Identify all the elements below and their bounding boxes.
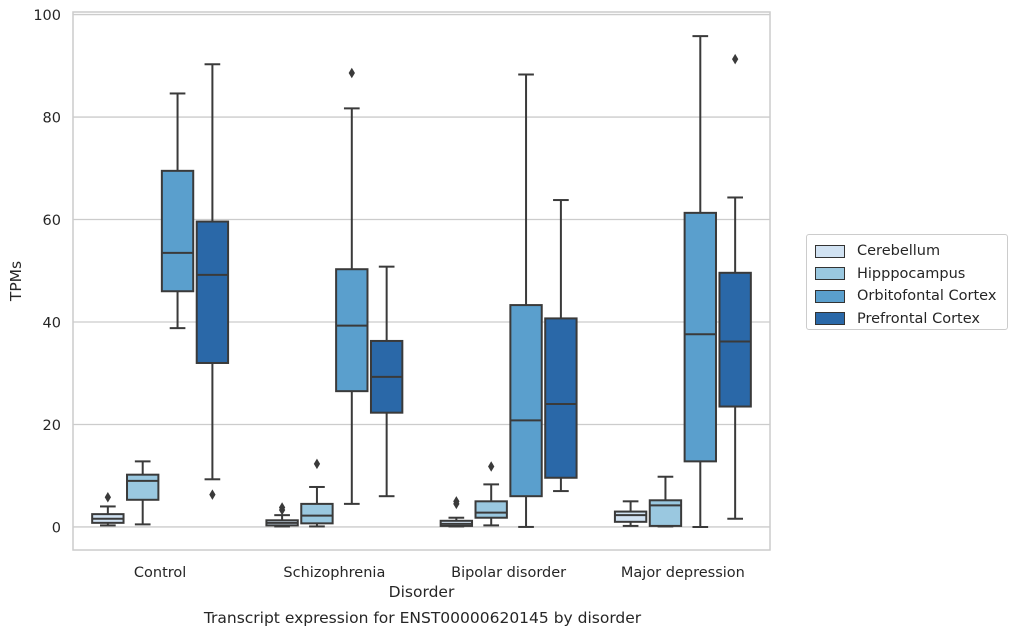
- outlier-point: [488, 461, 495, 472]
- legend-swatch: [815, 312, 845, 326]
- box: [718, 271, 752, 408]
- box-group: [544, 199, 578, 493]
- legend-item: Cerebellum: [815, 240, 999, 263]
- box-group: [126, 460, 160, 526]
- box: [160, 169, 195, 293]
- chart-caption: Transcript expression for ENST0000062014…: [203, 609, 642, 627]
- legend-label: Hipppocampus: [857, 265, 966, 282]
- box-group: [91, 491, 125, 527]
- y-tick-labels: 0 20 40 60 80 100: [33, 8, 61, 536]
- legend-item: Prefrontal Cortex: [815, 308, 999, 331]
- box-group: [439, 496, 474, 528]
- legend: Cerebellum Hipppocampus Orbitofontal Corte…: [806, 234, 1008, 330]
- x-tick-label: Major depression: [621, 565, 745, 581]
- legend-item: Orbitofontal Cortex: [815, 285, 999, 308]
- box-group: [335, 67, 369, 505]
- legend-swatch: [815, 267, 845, 281]
- y-tick-label: 100: [33, 8, 61, 24]
- box: [335, 268, 369, 393]
- box-group: [160, 92, 195, 330]
- legend-swatch: [815, 244, 845, 258]
- y-tick-label: 0: [52, 520, 61, 536]
- x-axis-label: Disorder: [389, 583, 455, 601]
- box-group: [474, 461, 508, 527]
- outlier-point: [278, 502, 286, 513]
- x-tick-label: Bipolar disorder: [451, 565, 566, 581]
- box-group: [509, 73, 543, 528]
- box: [300, 502, 334, 525]
- y-tick-label: 60: [43, 213, 61, 229]
- legend-item: Hipppocampus: [815, 263, 999, 286]
- legend-label: Orbitofontal Cortex: [857, 288, 997, 305]
- legend-label: Prefrontal Cortex: [857, 310, 980, 327]
- box: [195, 220, 230, 364]
- box: [126, 473, 160, 501]
- x-tick-labels: Control Schizophrenia Bipolar disorder Majo…: [134, 565, 745, 581]
- box-group: [648, 475, 683, 528]
- box-group: [265, 502, 299, 528]
- box: [683, 211, 717, 463]
- box-group: [369, 265, 404, 498]
- y-tick-label: 40: [43, 315, 61, 331]
- outlier-point: [453, 496, 460, 507]
- x-tick-label: Control: [134, 565, 186, 581]
- x-tick-label: Schizophrenia: [283, 565, 385, 581]
- box: [474, 500, 508, 519]
- y-tick-label: 80: [43, 111, 61, 127]
- outlier-point: [313, 458, 321, 470]
- outlier-point: [209, 489, 216, 500]
- legend-swatch: [815, 289, 845, 303]
- y-tick-label: 20: [43, 418, 61, 434]
- box-group: [613, 500, 648, 527]
- box-group: [683, 35, 717, 528]
- y-axis-label: TPMs: [7, 261, 25, 302]
- box: [648, 499, 683, 527]
- outlier-point: [104, 491, 111, 503]
- box: [509, 304, 543, 498]
- outlier-point: [732, 53, 739, 65]
- gridlines: [73, 13, 770, 528]
- box-group: [300, 458, 334, 528]
- box: [544, 317, 578, 479]
- boxes: [91, 35, 752, 528]
- box-group: [718, 53, 752, 520]
- box: [613, 510, 648, 523]
- outlier-point: [348, 67, 355, 79]
- legend-label: Cerebellum: [857, 243, 941, 260]
- box-group: [195, 63, 230, 500]
